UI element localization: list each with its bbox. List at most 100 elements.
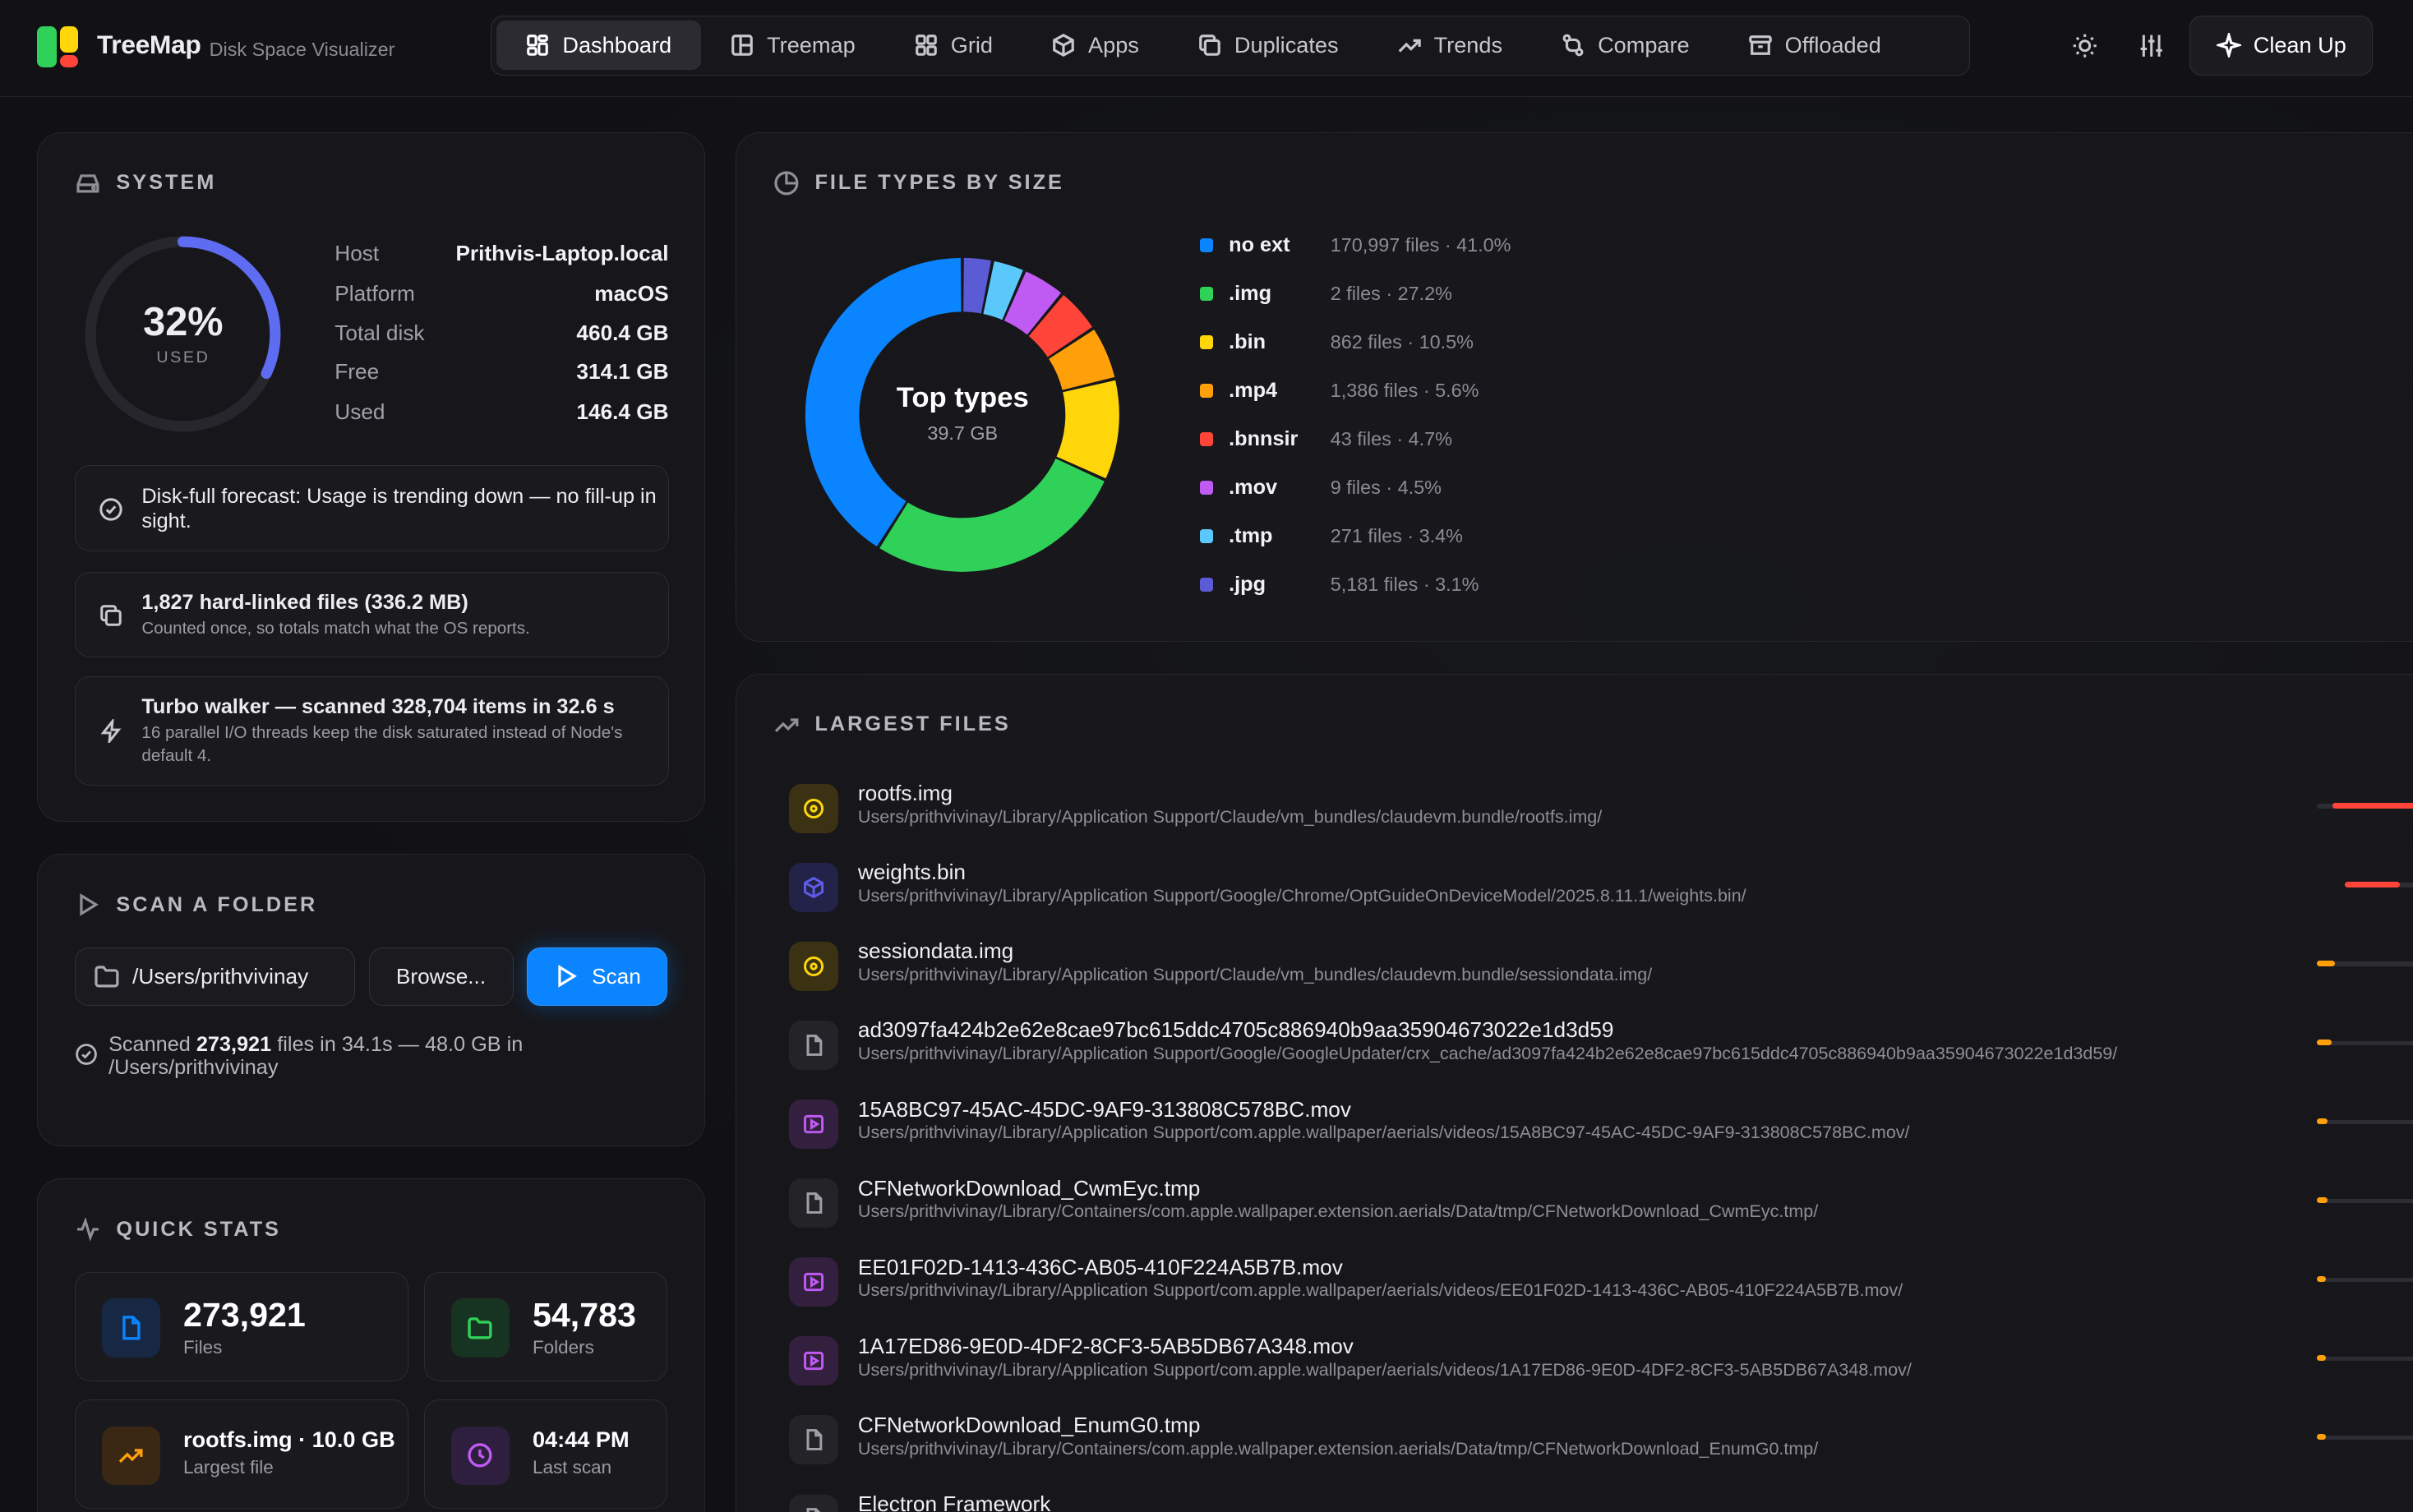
file-icon xyxy=(122,1316,141,1340)
donut-slice-mp4[interactable] xyxy=(1049,329,1115,390)
largest-file-row[interactable]: 15A8BC97-45AC-45DC-9AF9-313808C578BC.mov… xyxy=(773,1097,2413,1174)
legend-label: .mov xyxy=(1229,476,1278,500)
stat-last-scan-value: 04:44 PM xyxy=(532,1426,630,1452)
tab-offloaded[interactable]: Offloaded xyxy=(1719,21,1910,70)
tab-label: Grid xyxy=(950,32,993,58)
largest-file-row[interactable]: EE01F02D-1413-436C-AB05-410F224A5B7B.mov… xyxy=(773,1255,2413,1332)
donut-slice-tmp[interactable] xyxy=(983,260,1024,320)
file-path: Users/prithvivinay/Library/Containers/co… xyxy=(857,1438,1819,1459)
file-path: Users/prithvivinay/Library/Application S… xyxy=(857,1044,2118,1064)
tab-label: Duplicates xyxy=(1234,32,1339,58)
donut-slice-bnnsir[interactable] xyxy=(1029,294,1093,357)
legend-item[interactable]: .mov 9 files · 4.5% xyxy=(1199,472,1442,503)
stat-folders-value: 54,783 xyxy=(532,1295,636,1334)
largest-file-row[interactable]: ad3097fa424b2e62e8cae97bc615ddc4705c8869… xyxy=(773,1017,2413,1095)
legend-item[interactable]: .bin 862 files · 10.5% xyxy=(1199,327,1474,357)
file-type-icon-box xyxy=(788,1099,838,1150)
file-type-icon-box xyxy=(788,1021,838,1071)
donut-slice-img[interactable] xyxy=(879,458,1105,572)
trending-up-icon xyxy=(119,1449,143,1464)
pie-chart-icon xyxy=(774,171,799,196)
largest-file-row[interactable]: weights.bin Users/prithvivinay/Library/Ap… xyxy=(773,860,2413,937)
legend-item[interactable]: .img 2 files · 27.2% xyxy=(1199,279,1452,309)
disk-usage-arc xyxy=(85,236,281,432)
trending-up-icon xyxy=(774,718,799,733)
turbo-subtitle: 16 parallel I/O threads keep the disk sa… xyxy=(141,723,623,766)
legend-swatch xyxy=(1199,384,1214,399)
tab-dashboard[interactable]: Dashboard xyxy=(496,21,701,71)
largest-file-row[interactable]: CFNetworkDownload_EnumG0.tmp Users/prithv… xyxy=(773,1413,2413,1490)
disk-usage-gauge xyxy=(85,236,281,432)
file-type-icon-box xyxy=(788,863,838,912)
largest-file-row[interactable]: 1A17ED86-9E0D-4DF2-8CF3-5AB5DB67A348.mov… xyxy=(773,1334,2413,1411)
file-path: Users/prithvivinay/Library/Containers/co… xyxy=(857,1201,1819,1222)
copy-icon xyxy=(1199,35,1220,57)
system-card: SYSTEM 32% USED Host Prithvis-Laptop.loca… xyxy=(36,132,705,822)
info-key: Total disk xyxy=(334,320,425,346)
legend-meta: 9 files · 4.5% xyxy=(1330,477,1442,499)
file-size-bar-track xyxy=(2316,1277,2413,1283)
folder-path-input[interactable]: /Users/prithvivinay xyxy=(74,947,355,1006)
largest-file-row[interactable]: CFNetworkDownload_CwmEyc.tmp Users/prithv… xyxy=(773,1176,2413,1253)
browse-button[interactable]: Browse... xyxy=(368,947,514,1006)
turbo-notice: Turbo walker — scanned 328,704 items in … xyxy=(74,675,669,786)
theme-toggle-button[interactable] xyxy=(2069,30,2100,61)
cube-icon xyxy=(803,876,824,899)
tab-duplicates[interactable]: Duplicates xyxy=(1168,21,1368,70)
largest-file-row[interactable]: Electron Framework xyxy=(773,1491,2413,1512)
turbo-title: Turbo walker — scanned 328,704 items in … xyxy=(141,695,615,719)
file-path: Users/prithvivinay/Library/Application S… xyxy=(857,807,1603,827)
info-value: 460.4 GB xyxy=(576,320,669,346)
legend-meta: 43 files · 4.7% xyxy=(1330,428,1452,450)
video-icon xyxy=(803,1273,824,1292)
tab-grid[interactable]: Grid xyxy=(884,21,1022,70)
tab-trends[interactable]: Trends xyxy=(1368,21,1531,70)
legend-meta: 271 files · 3.4% xyxy=(1330,525,1463,547)
stat-files: 273,921 Files xyxy=(74,1271,409,1381)
legend-item[interactable]: .tmp 271 files · 3.4% xyxy=(1199,521,1463,551)
legend-meta: 5,181 files · 3.1% xyxy=(1330,574,1479,596)
file-path: Users/prithvivinay/Library/Application S… xyxy=(857,886,1746,906)
file-size-bar-fill xyxy=(2316,1433,2327,1441)
stat-last-scan: 04:44 PM Last scan xyxy=(423,1399,667,1509)
settings-button[interactable] xyxy=(2136,30,2166,61)
stat-icon-box xyxy=(450,1426,510,1485)
file-size-bar-fill xyxy=(2316,960,2336,967)
clean-up-label: Clean Up xyxy=(2253,32,2346,58)
file-type-icon-box xyxy=(788,784,838,833)
file-size-bar-fill xyxy=(2316,1039,2332,1046)
tab-treemap[interactable]: Treemap xyxy=(701,21,885,70)
largest-file-row[interactable]: sessiondata.img Users/prithvivinay/Librar… xyxy=(773,938,2413,1016)
donut-slice-jpg[interactable] xyxy=(963,257,992,314)
file-type-icon-box xyxy=(788,1494,838,1512)
legend-swatch xyxy=(1199,287,1214,302)
stat-folders-label: Folders xyxy=(532,1337,594,1358)
donut-slice-no-ext[interactable] xyxy=(805,257,962,546)
file-icon xyxy=(806,1035,822,1057)
legend-item[interactable]: .mp4 1,386 files · 5.6% xyxy=(1199,376,1479,406)
tab-apps[interactable]: Apps xyxy=(1022,21,1169,70)
donut-slice-mov[interactable] xyxy=(1004,271,1062,335)
legend-item[interactable]: .bnnsir 43 files · 4.7% xyxy=(1199,424,1452,454)
trending-up-icon xyxy=(1398,39,1421,53)
stat-files-value: 273,921 xyxy=(182,1295,306,1334)
tab-compare[interactable]: Compare xyxy=(1532,21,1719,70)
legend-swatch xyxy=(1199,335,1214,350)
video-icon xyxy=(803,1115,824,1134)
activity-icon xyxy=(76,1217,99,1242)
video-icon xyxy=(803,1352,824,1371)
info-value: macOS xyxy=(594,280,669,306)
donut-slice-bin[interactable] xyxy=(1056,380,1120,478)
legend-item[interactable]: .jpg 5,181 files · 3.1% xyxy=(1199,569,1479,600)
scan-button[interactable]: Scan xyxy=(527,947,667,1006)
tab-label: Compare xyxy=(1598,32,1690,58)
grid-icon xyxy=(915,35,937,57)
info-row-host: Host Prithvis-Laptop.local xyxy=(334,241,668,266)
largest-file-row[interactable]: rootfs.img Users/prithvivinay/Library/App… xyxy=(773,781,2413,858)
main-nav: Dashboard Treemap Grid Apps Duplicates T… xyxy=(491,15,1970,76)
legend-item[interactable]: no ext 170,997 files · 41.0% xyxy=(1199,230,1511,260)
scan-card-title: SCAN A FOLDER xyxy=(75,892,317,918)
clean-up-button[interactable]: Clean Up xyxy=(2189,15,2374,76)
info-key: Used xyxy=(334,399,385,424)
app-logo-icon xyxy=(36,25,79,68)
